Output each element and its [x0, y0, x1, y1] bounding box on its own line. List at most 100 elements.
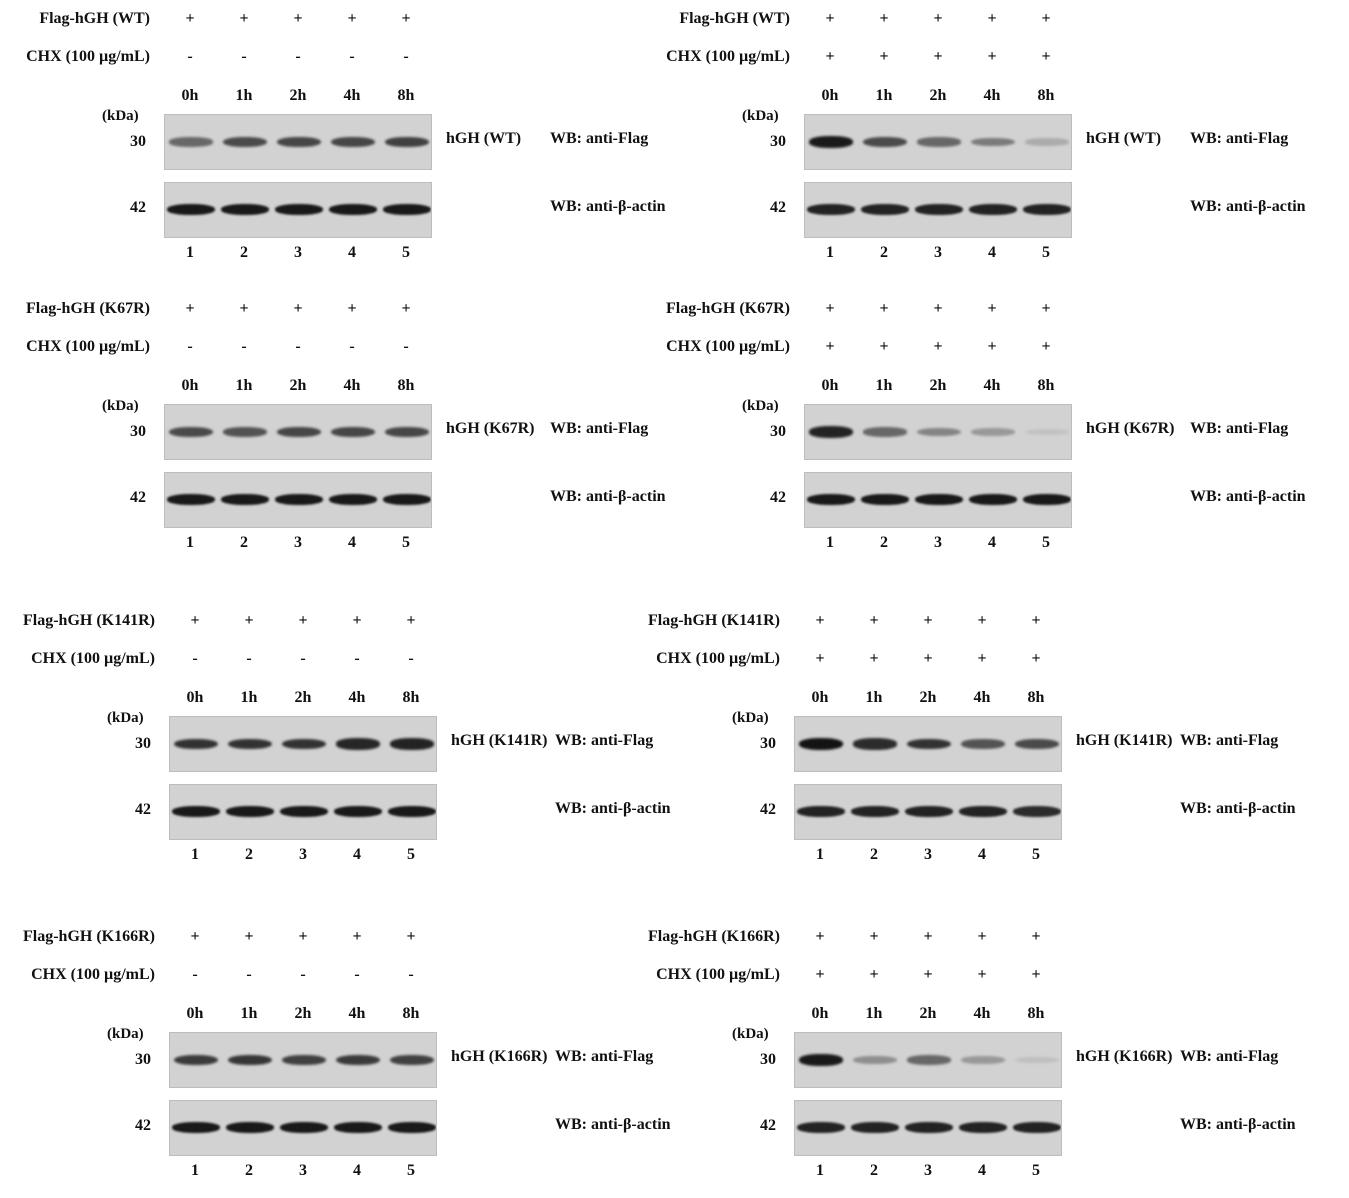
protein-label: hGH (K141R)	[1076, 732, 1173, 749]
anti-flag-blot	[794, 1032, 1062, 1088]
anti-flag-blot	[164, 404, 432, 460]
timepoint-label: 4h	[348, 689, 366, 706]
chx-mark: +	[933, 338, 943, 355]
flag-plus-mark: +	[987, 10, 997, 27]
chx-mark: +	[869, 650, 879, 667]
actin-band-lane-5	[388, 1122, 436, 1133]
chx-mark: +	[987, 338, 997, 355]
lane-number: 5	[402, 244, 410, 261]
lane-number: 4	[348, 244, 356, 261]
flag-plus-mark: +	[1041, 300, 1051, 317]
hgh-band-lane-5	[390, 738, 434, 750]
timepoint-label: 8h	[1027, 1005, 1045, 1022]
chx-label: CHX (100 µg/mL)	[31, 966, 155, 983]
chx-mark: -	[246, 650, 252, 667]
hgh-band-lane-2	[853, 738, 897, 750]
chx-mark: +	[825, 48, 835, 65]
protein-label: hGH (K67R)	[1086, 420, 1175, 437]
hgh-band-lane-1	[174, 738, 218, 750]
flag-plus-mark: +	[293, 10, 303, 27]
chx-mark: +	[825, 338, 835, 355]
lane-number: 1	[186, 244, 194, 261]
flag-plus-mark: +	[1031, 612, 1041, 629]
lane-number: 5	[1042, 244, 1050, 261]
flag-plus-mark: +	[244, 928, 254, 945]
lane-number: 3	[294, 244, 302, 261]
anti-actin-blot	[169, 1100, 437, 1156]
actin-band-lane-5	[1023, 204, 1071, 215]
hgh-band-lane-2	[863, 136, 907, 148]
timepoint-label: 8h	[402, 1005, 420, 1022]
chx-mark: +	[923, 966, 933, 983]
lane-number: 3	[934, 244, 942, 261]
flag-plus-mark: +	[977, 928, 987, 945]
blot-panel-k67r-plus: Flag-hGH (K67R) CHX (100 µg/mL) + +0h 1 + +1h 2…	[640, 298, 1306, 570]
wb-anti-actin-label: WB: anti-β-actin	[555, 800, 671, 817]
actin-band-lane-2	[861, 494, 909, 505]
wb-anti-actin-label: WB: anti-β-actin	[1180, 800, 1296, 817]
actin-band-lane-1	[172, 806, 220, 817]
timepoint-label: 2h	[294, 1005, 312, 1022]
flag-plus-mark: +	[239, 10, 249, 27]
timepoint-label: 0h	[811, 1005, 829, 1022]
timepoint-label: 0h	[811, 689, 829, 706]
chx-mark: +	[879, 338, 889, 355]
actin-band-lane-5	[1013, 806, 1061, 817]
flag-construct-label: Flag-hGH (WT)	[39, 10, 150, 27]
flag-plus-mark: +	[293, 300, 303, 317]
actin-band-lane-2	[861, 204, 909, 215]
lane-number: 2	[240, 534, 248, 551]
chx-mark: +	[933, 48, 943, 65]
chx-mark: -	[354, 966, 360, 983]
flag-plus-mark: +	[239, 300, 249, 317]
lane-number: 2	[245, 1162, 253, 1179]
flag-plus-mark: +	[401, 10, 411, 27]
flag-construct-label: Flag-hGH (K166R)	[23, 928, 155, 945]
lane-number: 3	[294, 534, 302, 551]
chx-mark: -	[403, 338, 409, 355]
lane-number: 2	[880, 244, 888, 261]
blot-panel-k166r-plus: Flag-hGH (K166R) CHX (100 µg/mL) + +0h 1 + +1h…	[630, 926, 1296, 1198]
hgh-band-lane-1	[169, 137, 213, 147]
lane-number: 1	[826, 244, 834, 261]
flag-plus-mark: +	[923, 612, 933, 629]
anti-actin-blot	[164, 182, 432, 238]
timepoint-label: 4h	[343, 87, 361, 104]
actin-band-lane-4	[959, 1122, 1007, 1133]
timepoint-label: 4h	[973, 1005, 991, 1022]
flag-construct-label: Flag-hGH (K166R)	[648, 928, 780, 945]
wb-anti-flag-label: WB: anti-Flag	[1180, 1048, 1279, 1065]
hgh-band-lane-3	[277, 136, 321, 148]
anti-actin-blot	[164, 472, 432, 528]
flag-plus-mark: +	[815, 612, 825, 629]
actin-band-lane-4	[334, 806, 382, 817]
wb-anti-flag-label: WB: anti-Flag	[555, 732, 654, 749]
mw-marker-30: 30	[770, 133, 786, 150]
blot-panel-k141r-plus: Flag-hGH (K141R) CHX (100 µg/mL) + +0h 1 + +1h…	[630, 610, 1296, 882]
chx-mark: +	[977, 650, 987, 667]
hgh-band-lane-3	[917, 427, 961, 437]
mw-marker-30: 30	[760, 1051, 776, 1068]
lane-number: 2	[870, 1162, 878, 1179]
hgh-band-lane-2	[223, 427, 267, 437]
mw-marker-42: 42	[135, 801, 151, 818]
actin-band-lane-3	[905, 1122, 953, 1133]
flag-construct-label: Flag-hGH (K141R)	[648, 612, 780, 629]
blot-panel-k141r-minus: Flag-hGH (K141R) CHX (100 µg/mL) + - 0h 1 + - 1h…	[5, 610, 671, 882]
flag-plus-mark: +	[185, 300, 195, 317]
timepoint-label: 8h	[1027, 689, 1045, 706]
hgh-band-lane-4	[971, 428, 1015, 436]
chx-mark: -	[241, 48, 247, 65]
chx-mark: +	[869, 966, 879, 983]
timepoint-label: 8h	[1037, 377, 1055, 394]
chx-mark: +	[1041, 48, 1051, 65]
anti-flag-blot	[804, 114, 1072, 170]
chx-mark: -	[349, 48, 355, 65]
lane-number: 4	[978, 1162, 986, 1179]
chx-mark: +	[879, 48, 889, 65]
mw-marker-42: 42	[760, 1117, 776, 1134]
flag-plus-mark: +	[977, 612, 987, 629]
lane-number: 5	[1032, 846, 1040, 863]
hgh-band-lane-2	[853, 1055, 897, 1065]
hgh-band-lane-5	[1025, 138, 1069, 146]
